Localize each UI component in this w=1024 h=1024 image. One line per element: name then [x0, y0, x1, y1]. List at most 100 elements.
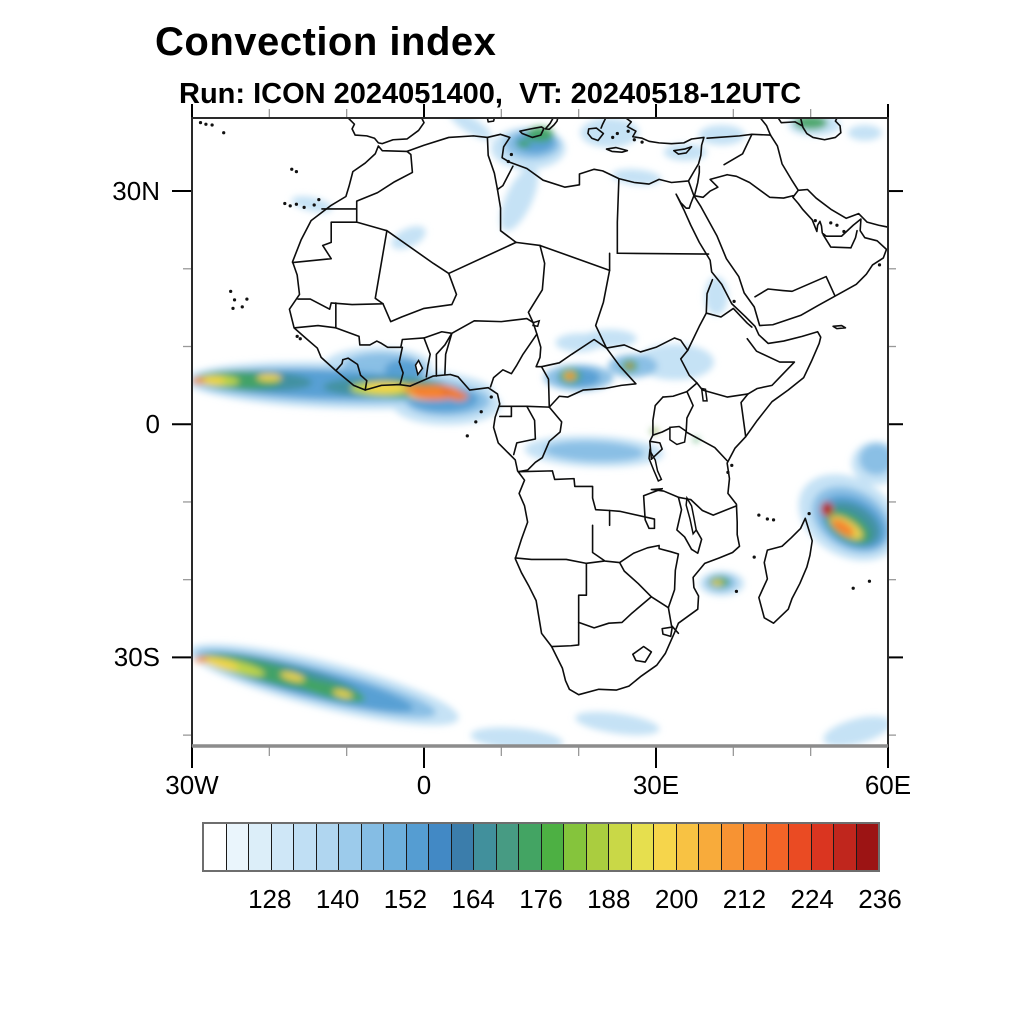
country-borders: [293, 118, 858, 662]
country-border: [293, 209, 357, 263]
country-border: [445, 333, 452, 374]
country-border: [668, 608, 678, 634]
island-dot: [877, 263, 882, 267]
island-dot: [294, 202, 299, 206]
coastlines: [289, 118, 890, 695]
country-border: [707, 134, 770, 138]
colorbar-tick-label: 164: [451, 884, 495, 914]
country-border: [549, 348, 636, 407]
country-border: [651, 489, 690, 500]
country-border: [519, 471, 609, 525]
coastline: [674, 147, 692, 154]
island-dot: [229, 289, 233, 293]
country-border: [500, 367, 549, 407]
country-border: [298, 231, 387, 310]
convection-blob: [710, 580, 724, 586]
country-border: [497, 166, 512, 189]
colorbar-cell: [451, 824, 474, 870]
island-dot: [222, 131, 226, 135]
country-border: [617, 179, 619, 254]
lake-outline: [670, 427, 686, 445]
country-border: [383, 273, 456, 321]
colorbar-cell: [339, 824, 362, 870]
country-border: [518, 407, 561, 472]
convection-blob: [653, 429, 658, 433]
country-border: [681, 350, 697, 383]
country-border: [449, 242, 516, 273]
convection-blob: [410, 384, 461, 401]
island-dot: [807, 511, 811, 516]
convection-blob: [626, 363, 633, 369]
country-border: [436, 333, 451, 376]
lon-tick-label: 0: [416, 770, 432, 800]
island-dot: [317, 197, 321, 202]
island-dot: [732, 299, 736, 304]
convection-blob: [516, 139, 531, 148]
island-dot: [283, 201, 287, 206]
convection-blob: [194, 656, 209, 663]
island-dot: [489, 395, 493, 399]
colorbar-cell: [226, 824, 249, 870]
convection-blob: [698, 124, 745, 146]
country-border: [452, 319, 533, 334]
country-border: [491, 322, 537, 387]
lon-tick-label: 30W: [165, 770, 219, 800]
island-dot: [611, 135, 615, 140]
island-dot: [465, 434, 469, 438]
colorbar-cell: [519, 824, 542, 870]
country-border: [688, 181, 693, 196]
country-border: [579, 597, 652, 628]
colorbar-tick-label: 176: [519, 884, 563, 914]
convection-blob: [192, 377, 206, 385]
country-border: [677, 497, 692, 549]
country-border: [823, 235, 851, 248]
colorbar-cell: [609, 824, 632, 870]
country-border: [516, 242, 610, 270]
convection-field: [192, 118, 888, 746]
country-border: [633, 647, 652, 663]
country-border: [692, 530, 702, 553]
island-dot: [640, 140, 644, 144]
country-border: [336, 328, 452, 347]
colorbar-cell: [271, 824, 294, 870]
convection-blob: [256, 373, 282, 382]
country-border: [337, 360, 343, 370]
colorbar-cell: [564, 824, 587, 870]
country-border: [650, 441, 662, 459]
island-dot: [867, 579, 872, 583]
country-border: [593, 525, 679, 607]
island-dot: [509, 152, 514, 157]
convection-blob: [449, 118, 492, 140]
map-frame: [191, 117, 889, 747]
colorbar-cell: [361, 824, 384, 870]
island-dot: [232, 298, 237, 302]
country-border: [596, 253, 610, 348]
country-border: [663, 383, 697, 397]
convection-blob: [333, 689, 353, 699]
convection-blob: [199, 656, 239, 670]
lat-tick-label: 30S: [113, 642, 160, 673]
convection-blob: [443, 390, 448, 394]
lon-tick-label: 60E: [864, 770, 912, 800]
convection-blob: [859, 443, 888, 475]
island-dot: [730, 463, 734, 468]
country-border: [778, 118, 802, 126]
colorbar-cell: [316, 824, 339, 870]
lat-tick-label: 30N: [112, 176, 160, 207]
colorbar-cell: [676, 824, 699, 870]
colorbar-cell: [204, 824, 227, 870]
island-dot: [302, 205, 306, 210]
convection-blob: [555, 333, 602, 352]
country-border: [653, 428, 670, 435]
island-dot: [231, 306, 235, 311]
country-border: [727, 175, 793, 198]
colorbar-cell: [834, 824, 857, 870]
island-dot: [851, 586, 855, 590]
colorbar-cell: [429, 824, 452, 870]
country-border: [399, 347, 403, 384]
colorbar-tick-label: 224: [790, 884, 834, 914]
convection-blob: [575, 711, 660, 736]
island-dot: [474, 420, 478, 424]
run-valid-time-subtitle: Run: ICON 2024051400, VT: 20240518-12UTC: [179, 78, 802, 110]
